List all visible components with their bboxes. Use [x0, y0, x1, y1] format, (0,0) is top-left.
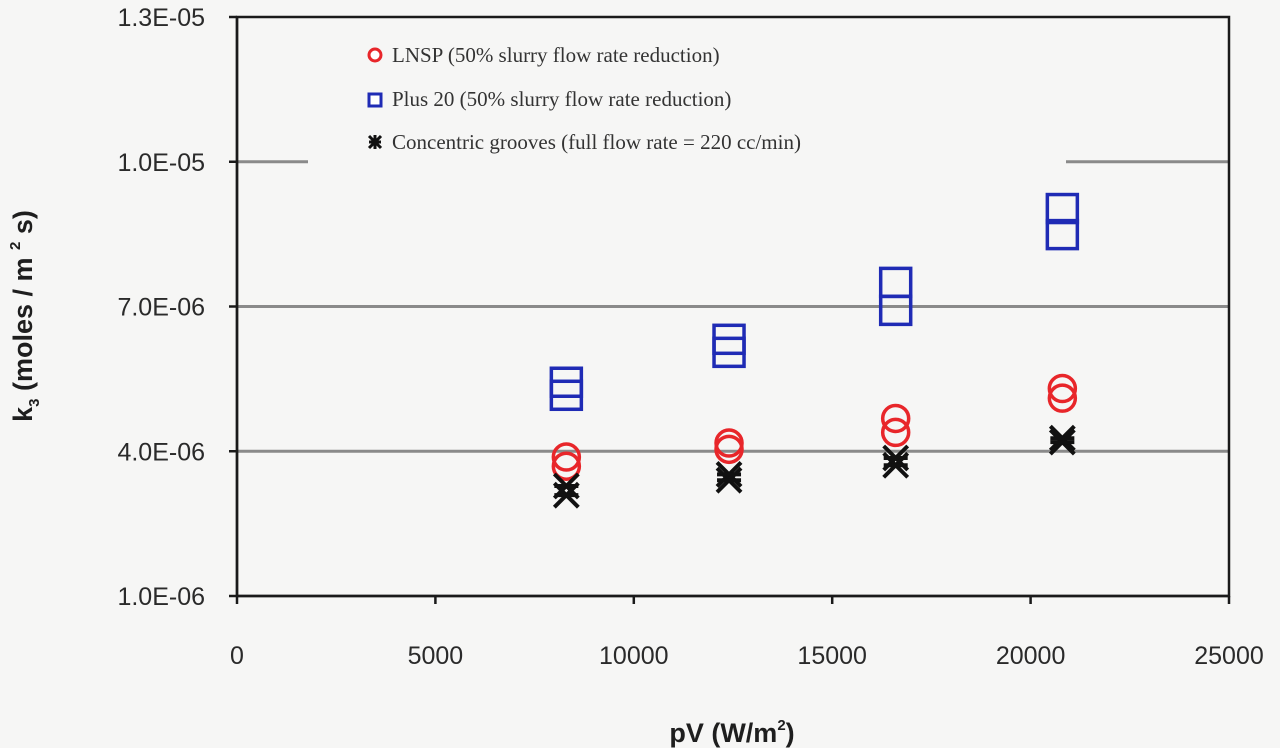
square-marker — [878, 266, 913, 299]
star-marker-icon — [367, 134, 383, 150]
legend-item-concentric: Concentric grooves (full flow rate = 220… — [367, 130, 801, 154]
square-marker — [878, 294, 913, 327]
data-points — [549, 192, 1080, 509]
square-marker — [1045, 192, 1080, 225]
circle-marker — [1047, 373, 1078, 404]
circle-marker — [551, 451, 582, 481]
x-tick-label: 5000 — [408, 642, 464, 670]
star-marker — [715, 466, 743, 494]
x-tick-label: 20000 — [996, 642, 1066, 670]
star-marker — [882, 451, 910, 479]
circle-marker — [1047, 383, 1078, 413]
y-tick-label: 7.0E-06 — [117, 294, 205, 322]
y-tick-label: 1.0E-06 — [117, 583, 205, 611]
y-tick-label: 1.0E-05 — [117, 149, 205, 177]
circle-marker — [880, 417, 911, 448]
y-axis-title: k3 (moles / m 2 s) — [7, 210, 43, 422]
grid-lines — [237, 160, 1229, 453]
y-tick-label: 4.0E-06 — [117, 438, 205, 466]
x-tick-label: 25000 — [1194, 642, 1264, 670]
circle-marker-icon — [367, 47, 383, 63]
x-tick-label: 10000 — [599, 642, 669, 670]
square-marker-icon — [367, 92, 383, 108]
square-marker — [712, 336, 746, 369]
circle-marker — [714, 434, 744, 465]
square-marker — [549, 379, 584, 412]
star-marker — [1048, 428, 1076, 456]
x-axis-title: pV (W/m2) — [669, 717, 794, 748]
star-marker — [552, 481, 580, 509]
circle-marker — [880, 403, 911, 434]
legend-label: LNSP (50% slurry flow rate reduction) — [392, 43, 720, 67]
x-tick-label: 0 — [230, 642, 244, 670]
legend-item-plus20: Plus 20 (50% slurry flow rate reduction) — [367, 87, 731, 111]
legend-label: Concentric grooves (full flow rate = 220… — [392, 130, 801, 154]
y-tick-label: 1.3E-05 — [117, 4, 205, 32]
legend-label: Plus 20 (50% slurry flow rate reduction) — [392, 87, 731, 111]
x-axis: 0 5000 10000 15000 20000 25000 — [230, 594, 1264, 670]
circle-marker — [551, 442, 582, 472]
square-marker — [1045, 218, 1080, 251]
x-tick-label: 15000 — [797, 642, 867, 670]
star-marker — [1048, 424, 1076, 452]
legend: LNSP (50% slurry flow rate reduction) Pl… — [308, 28, 1066, 174]
y-axis: 1.0E-06 4.0E-06 7.0E-06 1.0E-05 1.3E-05 — [117, 4, 239, 611]
legend-item-lnsp: LNSP (50% slurry flow rate reduction) — [367, 43, 720, 67]
legend-box — [308, 28, 1066, 174]
